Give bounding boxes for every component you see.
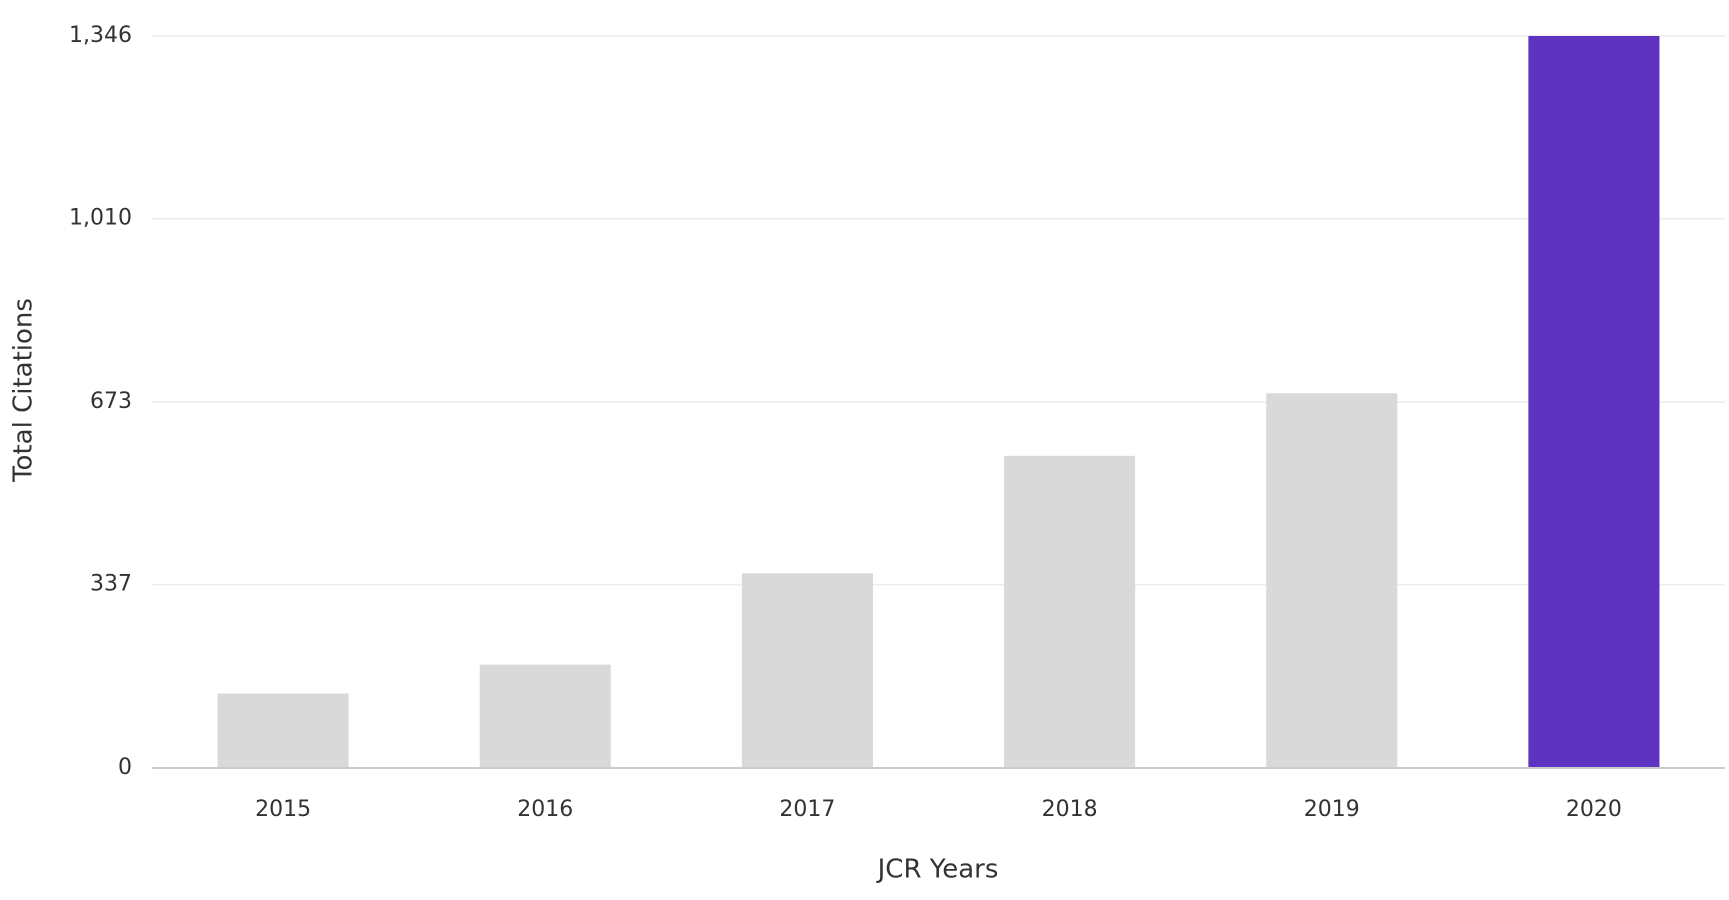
bar <box>1266 393 1398 768</box>
x-tick-label: 2015 <box>255 797 311 822</box>
bar <box>1004 455 1136 768</box>
bar <box>479 664 611 768</box>
x-tick-label: 2018 <box>1042 797 1098 822</box>
x-axis-title: JCR Years <box>876 855 999 885</box>
x-tick-label: 2017 <box>779 797 835 822</box>
bar <box>1528 36 1660 768</box>
bar <box>217 693 349 768</box>
y-tick-label: 337 <box>90 572 132 597</box>
y-tick-label: 1,346 <box>69 23 132 48</box>
x-tick-label: 2020 <box>1566 797 1622 822</box>
y-tick-label: 0 <box>118 755 132 780</box>
y-axis-title: Total Citations <box>9 298 39 483</box>
y-tick-label: 673 <box>90 389 132 414</box>
bar <box>741 573 873 768</box>
x-tick-label: 2019 <box>1304 797 1360 822</box>
x-tick-label: 2016 <box>517 797 573 822</box>
y-tick-label: 1,010 <box>69 206 132 231</box>
